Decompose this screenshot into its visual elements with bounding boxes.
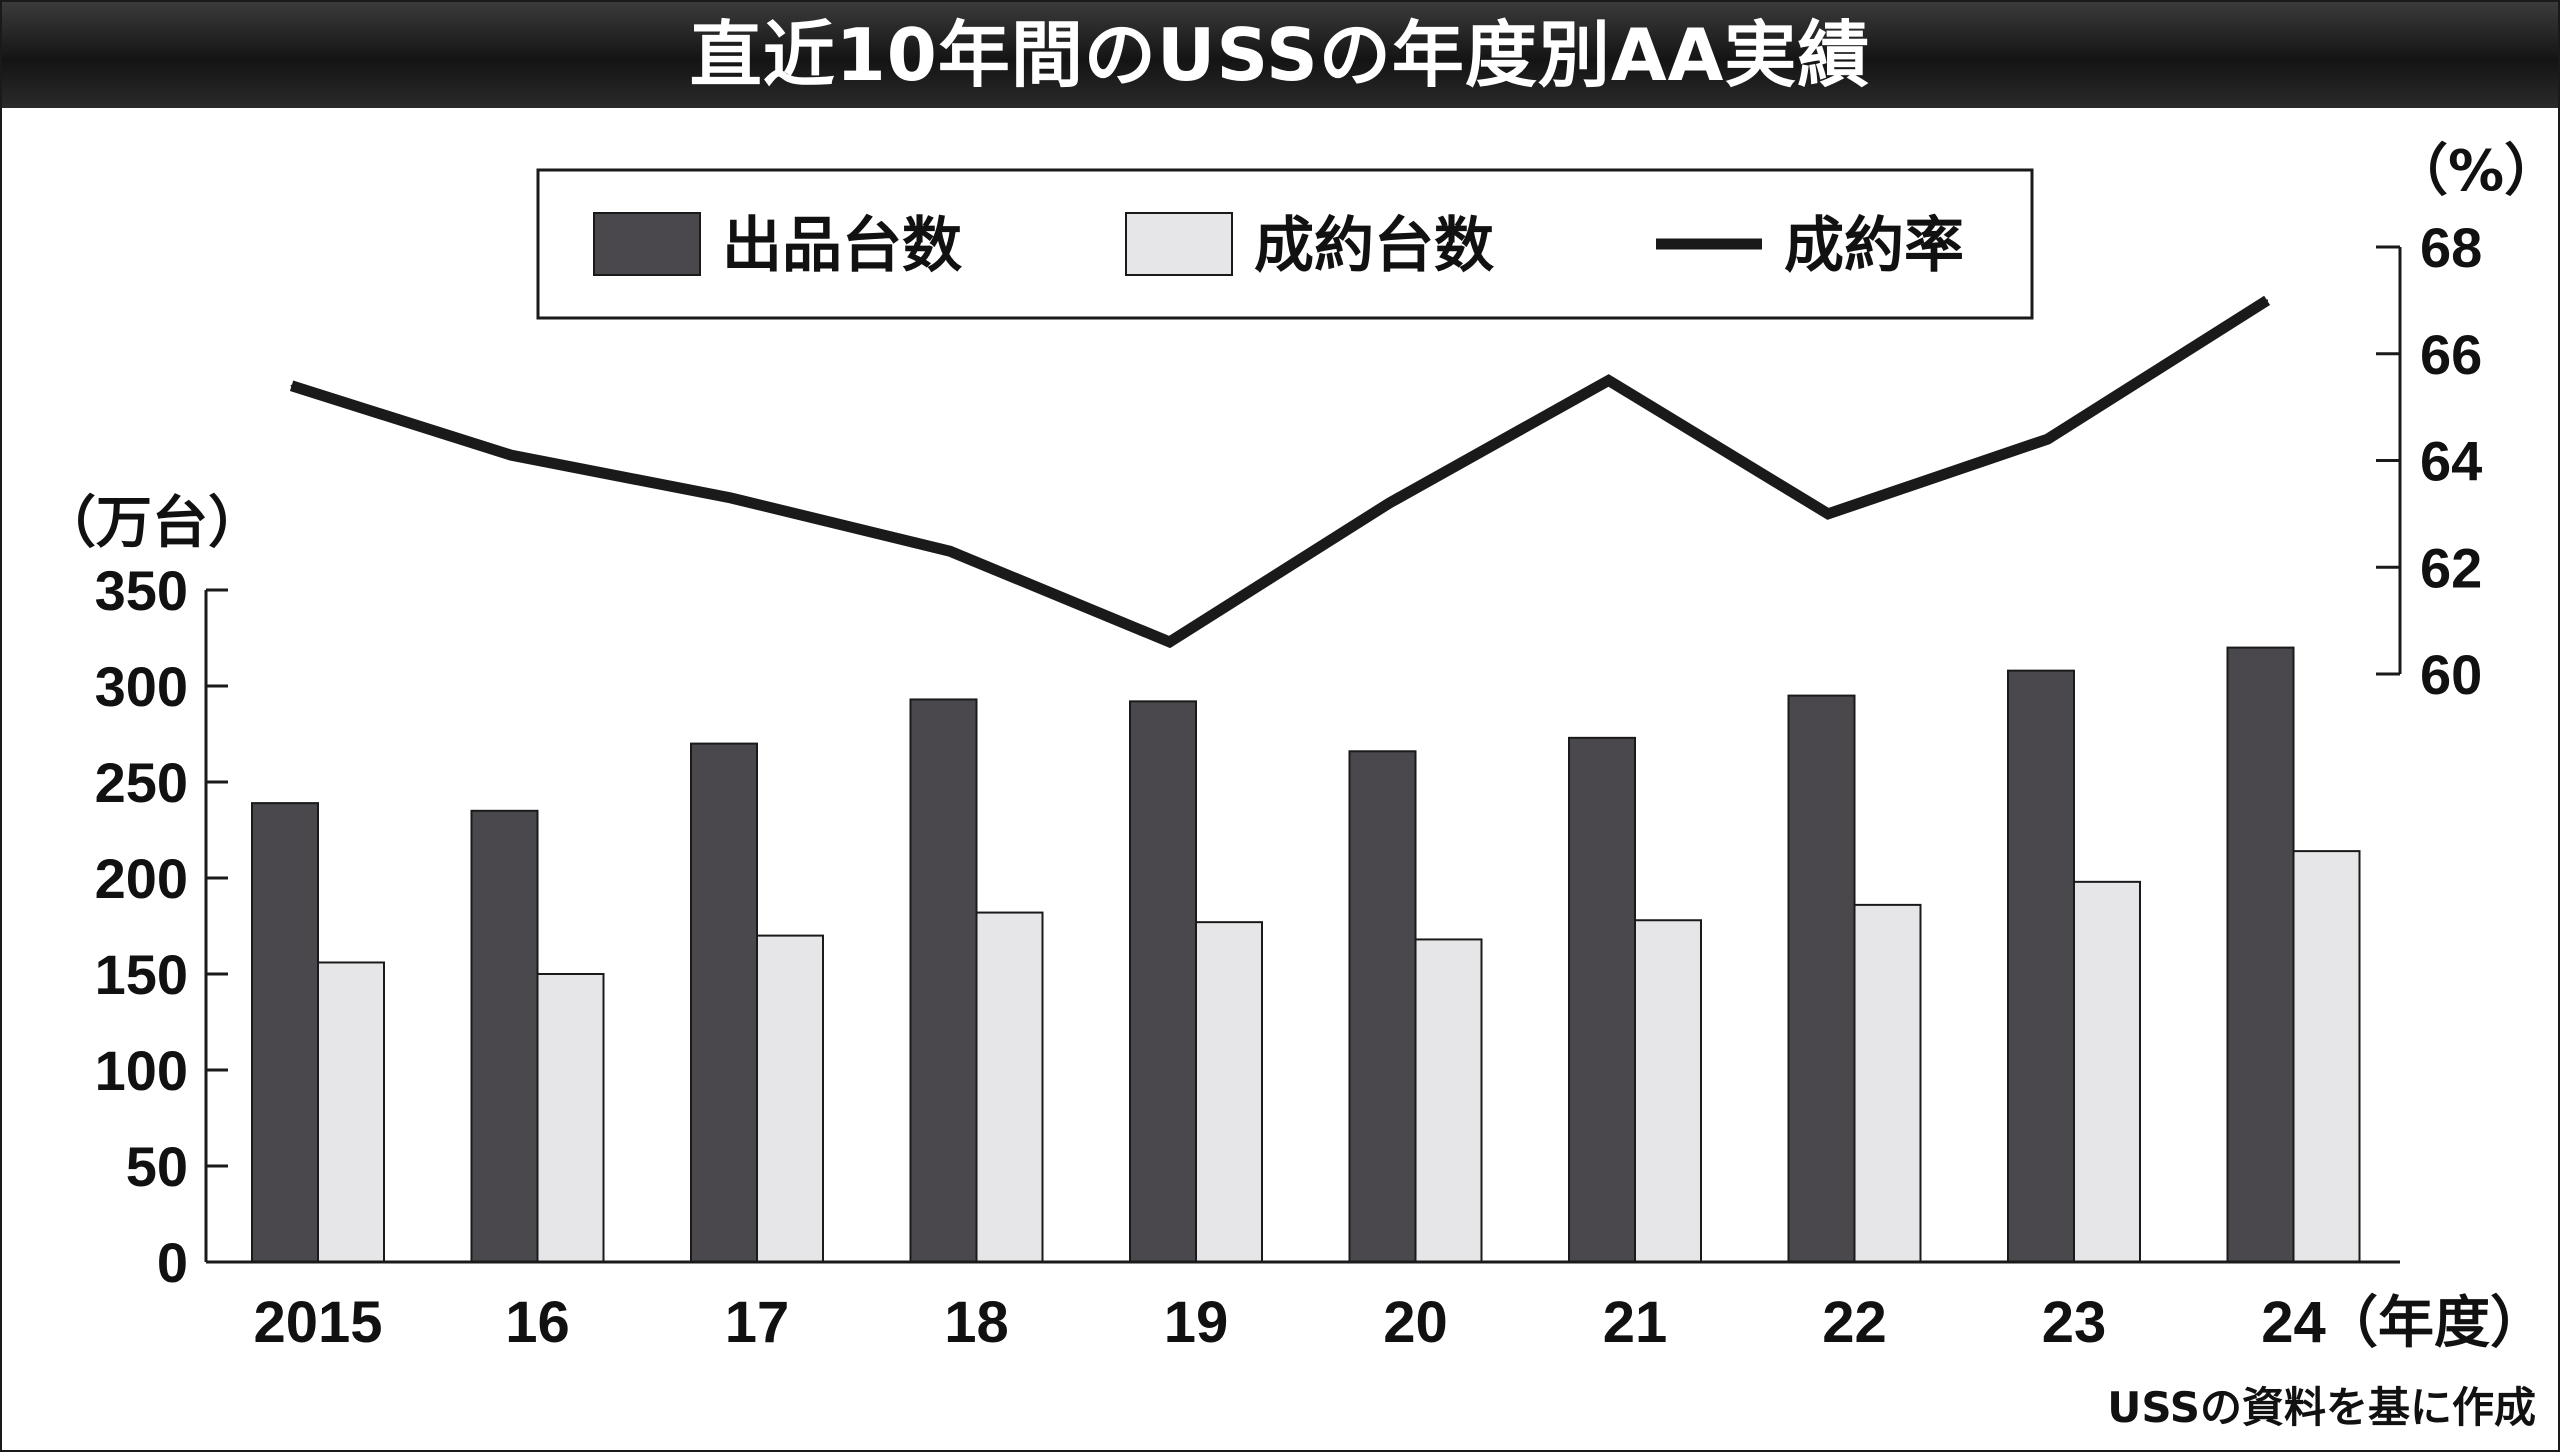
bar-listed-23 (2007, 669, 2075, 1263)
left-tick-label-0: 0 (157, 1231, 188, 1294)
x-tick-label-19: 19 (1164, 1290, 1229, 1355)
x-tick-label-23: 23 (2042, 1290, 2107, 1355)
point-contract-rate-17 (729, 496, 732, 499)
bar-listed-24 (2226, 646, 2295, 1263)
right-tick-label-66: 66 (2420, 323, 2482, 386)
bar-listed-18 (909, 698, 978, 1263)
right-tick-label-60: 60 (2420, 643, 2482, 706)
bar-sold-20 (1414, 938, 1483, 1263)
x-tick-label-20: 20 (1383, 1290, 1448, 1355)
point-contract-rate-2015 (290, 384, 293, 387)
point-contract-rate-23 (2046, 438, 2049, 441)
legend-label-listed: 出品台数 (722, 211, 962, 281)
bar-listed-21 (1568, 736, 1636, 1263)
bar-listed-16 (470, 809, 539, 1263)
left-tick-label-50: 50 (126, 1135, 188, 1198)
bar-sold-23 (2073, 880, 2141, 1264)
source-note: USSの資料を基に作成 (2107, 1383, 2536, 1432)
x-tick-label-22: 22 (1822, 1290, 1887, 1355)
x-tick-label-17: 17 (725, 1290, 790, 1355)
left-tick-label-250: 250 (95, 751, 188, 814)
x-tick-label-2015: 2015 (253, 1290, 382, 1355)
bar-sold-16 (536, 973, 605, 1263)
left-tick-label-150: 150 (95, 943, 188, 1006)
right-tick-label-64: 64 (2420, 430, 2482, 493)
right-tick-label-62: 62 (2420, 536, 2482, 599)
point-contract-rate-24 (2266, 299, 2269, 302)
x-axis-unit: （年度） (2322, 1291, 2546, 1356)
bar-listed-22 (1787, 694, 1856, 1263)
point-contract-rate-20 (1388, 502, 1391, 505)
x-tick-label-21: 21 (1603, 1290, 1668, 1355)
bar-sold-22 (1853, 903, 1922, 1263)
x-tick-label-16: 16 (505, 1290, 570, 1355)
line-contract-rate (289, 295, 2271, 649)
legend-swatch-listed (593, 212, 701, 276)
left-axis-unit: （万台） (40, 491, 264, 556)
bar-sold-19 (1195, 921, 1263, 1263)
title-bar (2, 2, 2558, 108)
legend-box (536, 168, 2034, 320)
right-axis-unit: （%） (2392, 139, 2558, 204)
left-tick-label-300: 300 (95, 655, 188, 718)
bar-sold-18 (975, 911, 1044, 1263)
point-contract-rate-16 (510, 454, 513, 457)
left-tick-label-200: 200 (95, 847, 188, 910)
bar-sold-17 (756, 934, 824, 1263)
left-tick-label-350: 350 (95, 559, 188, 622)
point-contract-rate-21 (1607, 379, 1610, 382)
x-tick-label-18: 18 (944, 1290, 1009, 1355)
right-tick-label-68: 68 (2420, 216, 2482, 279)
bar-listed-2015 (251, 802, 319, 1263)
chart-title: 直近10年間のUSSの年度別AA実績 (689, 13, 1871, 97)
legend-label-rate: 成約率 (1784, 211, 1964, 281)
point-contract-rate-18 (949, 550, 952, 553)
legend-swatch-sold (1125, 212, 1233, 276)
legend-label-sold: 成約台数 (1254, 211, 1494, 281)
bar-listed-20 (1348, 750, 1417, 1264)
bar-listed-19 (1129, 700, 1197, 1263)
point-contract-rate-22 (1827, 512, 1830, 515)
left-tick-label-100: 100 (95, 1039, 188, 1102)
bar-sold-2015 (317, 961, 385, 1263)
bar-sold-24 (2292, 850, 2361, 1263)
point-contract-rate-19 (1168, 640, 1171, 643)
bar-sold-21 (1634, 919, 1702, 1263)
bar-listed-17 (690, 742, 758, 1263)
x-tick-label-24: 24 (2261, 1290, 2326, 1355)
